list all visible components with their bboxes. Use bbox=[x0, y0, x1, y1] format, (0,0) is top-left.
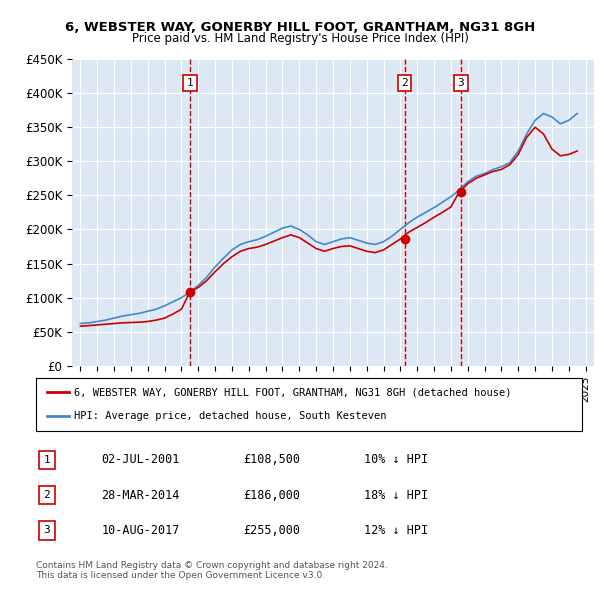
Text: 02-JUL-2001: 02-JUL-2001 bbox=[101, 454, 180, 467]
Text: 2: 2 bbox=[401, 78, 408, 88]
Text: 3: 3 bbox=[458, 78, 464, 88]
Text: Contains HM Land Registry data © Crown copyright and database right 2024.
This d: Contains HM Land Registry data © Crown c… bbox=[36, 560, 388, 580]
Text: 1: 1 bbox=[44, 455, 50, 465]
Text: 6, WEBSTER WAY, GONERBY HILL FOOT, GRANTHAM, NG31 8GH: 6, WEBSTER WAY, GONERBY HILL FOOT, GRANT… bbox=[65, 21, 535, 34]
Text: 28-MAR-2014: 28-MAR-2014 bbox=[101, 489, 180, 502]
Text: £186,000: £186,000 bbox=[244, 489, 301, 502]
Text: 2: 2 bbox=[44, 490, 50, 500]
Text: 6, WEBSTER WAY, GONERBY HILL FOOT, GRANTHAM, NG31 8GH (detached house): 6, WEBSTER WAY, GONERBY HILL FOOT, GRANT… bbox=[74, 388, 512, 398]
Text: 3: 3 bbox=[44, 525, 50, 535]
Text: 18% ↓ HPI: 18% ↓ HPI bbox=[364, 489, 428, 502]
Text: 12% ↓ HPI: 12% ↓ HPI bbox=[364, 523, 428, 536]
Text: 10-AUG-2017: 10-AUG-2017 bbox=[101, 523, 180, 536]
Text: 1: 1 bbox=[187, 78, 193, 88]
Text: HPI: Average price, detached house, South Kesteven: HPI: Average price, detached house, Sout… bbox=[74, 411, 387, 421]
Text: 10% ↓ HPI: 10% ↓ HPI bbox=[364, 454, 428, 467]
Text: Price paid vs. HM Land Registry's House Price Index (HPI): Price paid vs. HM Land Registry's House … bbox=[131, 32, 469, 45]
Text: £108,500: £108,500 bbox=[244, 454, 301, 467]
Text: £255,000: £255,000 bbox=[244, 523, 301, 536]
